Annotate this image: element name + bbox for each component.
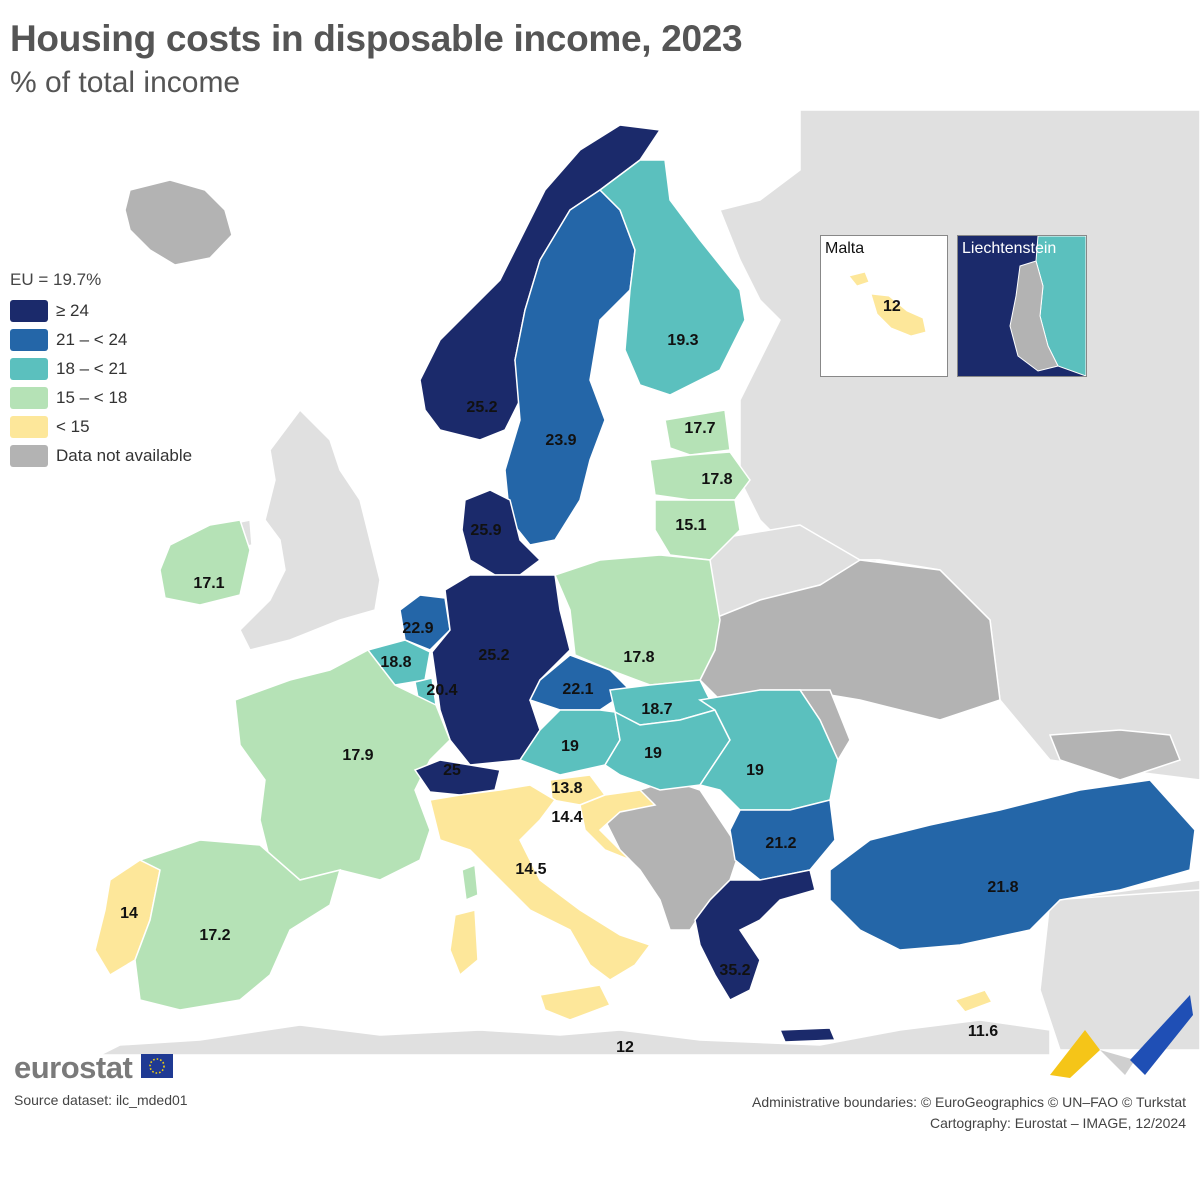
country-turkiye: [829, 779, 1196, 951]
label-slovenia: 13.8: [551, 780, 582, 797]
georgia-shape: [1048, 729, 1181, 781]
label-switzerland: 25: [443, 762, 461, 779]
inset-liechtenstein-map: [958, 236, 1086, 376]
country-sardinia: [449, 909, 479, 977]
country-latvia: [649, 451, 751, 501]
legend-item: ≥ 24: [10, 296, 192, 325]
label-turkiye: 21.8: [987, 879, 1018, 896]
label-cyprus: 11.6: [968, 1023, 998, 1040]
country-sicily: [539, 984, 612, 1021]
label-portugal: 14: [120, 905, 138, 922]
legend-label: < 15: [56, 416, 90, 436]
eurostat-logo: eurostat: [14, 1050, 133, 1085]
label-czechia: 22.1: [562, 681, 593, 698]
country-switzerland: [413, 759, 501, 796]
country-ireland: [159, 519, 251, 606]
map-subtitle: % of total income: [10, 66, 241, 99]
label-ireland: 17.1: [193, 575, 224, 592]
legend-item: 15 – < 18: [10, 383, 192, 412]
label-netherlands: 22.9: [402, 620, 433, 637]
label-latvia: 17.8: [701, 471, 732, 488]
label-norway: 25.2: [466, 399, 497, 416]
legend-swatch: [10, 328, 48, 351]
label-italy: 14.5: [515, 861, 546, 878]
inset-malta-value: 12: [883, 298, 901, 315]
country-lithuania: [654, 499, 741, 561]
legend-item: 18 – < 21: [10, 354, 192, 383]
country-poland: [553, 554, 721, 686]
north-africa-land: [99, 1019, 1051, 1055]
label-belgium: 18.8: [380, 654, 411, 671]
label-bulgaria: 21.2: [765, 835, 796, 852]
legend-swatch: [10, 444, 48, 467]
middle-east-land: [1039, 889, 1200, 1051]
legend-label: 21 – < 24: [56, 329, 128, 349]
ukraine-shape: [699, 559, 1001, 721]
eu-stars-icon: [149, 1058, 165, 1074]
label-estonia: 17.7: [684, 420, 715, 437]
country-corsica: [461, 863, 479, 902]
legend-label: ≥ 24: [56, 300, 89, 320]
liechtenstein-shape: [1009, 260, 1059, 372]
country-crete: [778, 1027, 837, 1043]
country-croatia: [579, 789, 657, 861]
value-labels: 25.2 23.9 19.3 17.7 17.8 15.1 25.9 17.1 …: [120, 332, 1019, 1055]
cartography-credit: Cartography: Eurostat – IMAGE, 12/2024: [929, 1115, 1186, 1131]
label-croatia: 14.4: [551, 809, 582, 826]
legend-label: 18 – < 21: [56, 358, 128, 378]
label-malta: 12: [616, 1039, 634, 1055]
legend-item: < 15: [10, 412, 192, 441]
legend-label: Data not available: [56, 445, 193, 465]
inset-liechtenstein: Liechtenstein: [957, 235, 1087, 377]
label-greece: 35.2: [719, 962, 750, 979]
inset-liechtenstein-title: Liechtenstein: [962, 240, 1057, 257]
legend-swatch: [10, 357, 48, 380]
legend: EU = 19.7% ≥ 24 21 – < 24 18 – < 21 15 –…: [10, 270, 192, 470]
label-denmark: 25.9: [470, 522, 501, 539]
eurostat-swoosh-icon: [1050, 995, 1193, 1078]
label-luxembourg: 20.4: [426, 682, 457, 699]
legend-item: 21 – < 24: [10, 325, 192, 354]
label-romania: 19: [746, 762, 764, 779]
label-finland: 19.3: [667, 332, 698, 349]
eu-flag-icon: [141, 1054, 173, 1078]
country-denmark: [461, 489, 542, 576]
label-austria: 19: [561, 738, 579, 755]
inset-malta-title: Malta: [825, 240, 865, 257]
legend-swatch: [10, 415, 48, 438]
country-finland: [598, 159, 746, 396]
inset-malta-map: [848, 271, 927, 337]
legend-item: Data not available: [10, 441, 192, 470]
legend-label: 15 – < 18: [56, 387, 128, 407]
label-hungary: 19: [644, 745, 662, 762]
legend-eu-average: EU = 19.7%: [10, 270, 102, 289]
legend-swatch: [10, 386, 48, 409]
country-cyprus: [953, 989, 994, 1013]
label-poland: 17.8: [623, 649, 654, 666]
legend-swatch: [10, 299, 48, 322]
label-lithuania: 15.1: [675, 517, 706, 534]
label-spain: 17.2: [199, 927, 230, 944]
malta-island-shape: [848, 271, 870, 287]
label-germany: 25.2: [478, 647, 509, 664]
country-shapes: [94, 124, 1196, 1043]
iceland-shape: [124, 179, 233, 266]
country-greece: [694, 869, 816, 1001]
boundaries-credit: Administrative boundaries: © EuroGeograp…: [751, 1094, 1186, 1110]
country-italy: [429, 784, 652, 981]
inset-malta: Malta 12: [820, 235, 948, 377]
malta-main-island-shape: [870, 293, 927, 337]
label-slovakia: 18.7: [641, 701, 672, 718]
country-estonia: [664, 409, 731, 456]
label-france: 17.9: [342, 747, 373, 764]
source-dataset: Source dataset: ilc_mded01: [14, 1092, 188, 1108]
country-france: [234, 649, 451, 881]
uk-land: [239, 408, 381, 651]
map-title: Housing costs in disposable income, 2023: [10, 18, 743, 59]
country-spain: [134, 839, 342, 1011]
label-sweden: 23.9: [545, 432, 576, 449]
